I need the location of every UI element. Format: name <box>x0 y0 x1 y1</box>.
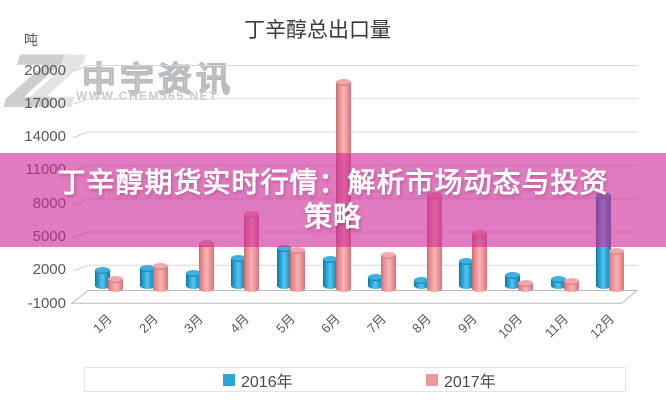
bar-2017年-1月 <box>107 279 123 292</box>
x-tick-label-2月: 2月 <box>135 311 161 337</box>
y-tick-label: 14000 <box>24 128 66 146</box>
bar-cap-2017年-2月 <box>153 262 169 270</box>
promo-banner-line1: 丁辛醇期货实时行情：解析市场动态与投资 <box>57 167 609 198</box>
watermark-z-logo: Z <box>3 40 65 124</box>
chart-title: 丁辛醇总出口量 <box>244 19 391 42</box>
bar-2016年-2月 <box>140 268 156 289</box>
bar-2017年-7月 <box>381 255 397 292</box>
bar-2017年-2月 <box>153 266 169 292</box>
bar-2016年-11月 <box>550 279 566 289</box>
bar-2017年-3月 <box>198 243 214 292</box>
legend: 2016年 2017年 <box>84 367 626 392</box>
x-tick-label-4月: 4月 <box>227 311 253 337</box>
x-tick-label-12月: 12月 <box>586 311 617 342</box>
x-tick-label-7月: 7月 <box>363 311 389 337</box>
bar-cap-2017年-1月 <box>107 276 123 284</box>
bar-cap-2016年-4月 <box>231 255 247 263</box>
bar-2016年-4月 <box>231 258 247 289</box>
legend-swatch <box>426 373 438 386</box>
bar-cap-2016年-1月 <box>94 267 110 275</box>
bar-cap-2016年-10月 <box>504 271 520 279</box>
bar-2017年-11月 <box>563 281 579 292</box>
promo-banner-overlay: 丁辛醇期货实时行情：解析市场动态与投资 策略 <box>0 153 666 247</box>
legend-label: 2017年 <box>444 373 496 391</box>
x-tick-label-5月: 5月 <box>272 311 298 337</box>
grid-tick <box>72 131 89 139</box>
x-tick-label-10月: 10月 <box>495 311 526 342</box>
legend-item-2016年: 2016年 <box>223 368 293 391</box>
x-tick-label-1月: 1月 <box>90 311 116 337</box>
y-tick-label: 2000 <box>32 261 66 279</box>
bar-cap-2016年-7月 <box>368 274 384 281</box>
bar-cap-2017年-10月 <box>517 279 533 287</box>
bar-2016年-6月 <box>322 259 338 289</box>
chart-floor <box>70 290 639 304</box>
watermark-website-url: WWW.CHEM365.NET <box>76 89 218 103</box>
watermark-brand-name: 中宇资讯 <box>81 60 234 99</box>
bar-2016年-1月 <box>94 270 110 289</box>
bar-2016年-7月 <box>368 277 384 289</box>
x-tick-label-6月: 6月 <box>318 311 344 337</box>
x-tick-label-9月: 9月 <box>455 311 481 337</box>
bar-2017年-5月 <box>289 250 305 292</box>
bar-cap-2016年-6月 <box>322 256 338 264</box>
promo-banner-line2: 策略 <box>303 201 362 232</box>
bar-cap-2016年-9月 <box>459 258 475 266</box>
grid-tick <box>72 264 89 272</box>
bar-cap-2017年-6月 <box>335 78 351 86</box>
y-axis-unit-label: 吨 <box>24 32 38 48</box>
bar-cap-2017年-5月 <box>289 247 305 255</box>
bar-cap-2016年-2月 <box>140 265 156 273</box>
bar-cap-2016年-8月 <box>413 277 429 285</box>
x-tick-label-11月: 11月 <box>541 311 572 341</box>
bar-2016年-10月 <box>504 275 520 289</box>
x-tick-label-3月: 3月 <box>181 311 207 337</box>
bar-2017年-12月 <box>609 251 625 292</box>
bar-cap-2017年-7月 <box>381 251 397 259</box>
legend-label: 2016年 <box>241 373 293 391</box>
legend-item-2017年: 2017年 <box>426 368 496 391</box>
bar-cap-2016年-11月 <box>550 276 566 284</box>
bar-cap-2017年-11月 <box>563 278 579 286</box>
bar-2016年-3月 <box>185 273 201 289</box>
bar-2017年-10月 <box>517 283 533 292</box>
bar-2016年-9月 <box>459 261 475 289</box>
y-tick-label: -1000 <box>27 294 66 312</box>
bar-2016年-8月 <box>413 280 429 289</box>
x-tick-label-8月: 8月 <box>409 311 435 337</box>
bar-cap-2017年-12月 <box>609 248 625 256</box>
bar-cap-2016年-3月 <box>185 269 201 277</box>
legend-swatch <box>223 373 235 386</box>
bar-2016年-5月 <box>276 248 292 289</box>
